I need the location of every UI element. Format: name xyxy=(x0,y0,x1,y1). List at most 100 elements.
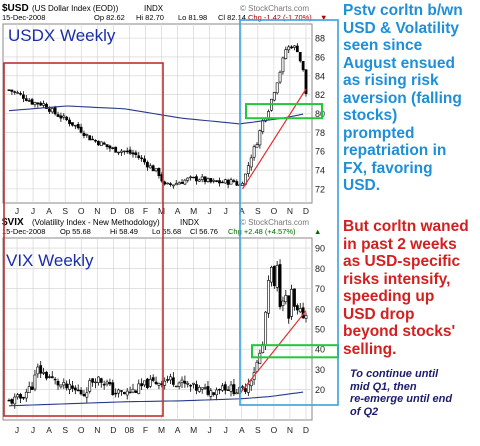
candle-body xyxy=(45,103,48,109)
candle-body xyxy=(108,382,112,385)
y-tick-label: 60 xyxy=(315,304,325,314)
candle-body xyxy=(30,386,34,390)
candle-body xyxy=(157,382,161,386)
candle-body xyxy=(304,315,308,319)
chart-high: Hi 58.49 xyxy=(110,227,138,236)
candle-body xyxy=(293,45,296,48)
x-tick-label: M xyxy=(158,425,165,435)
candle-body xyxy=(275,82,279,94)
highlight-box-recent-period xyxy=(239,19,339,406)
candle-body xyxy=(36,102,40,105)
chart-low: Lo 81.98 xyxy=(178,13,207,22)
candle-body xyxy=(10,89,14,92)
candle-body xyxy=(290,289,293,317)
candle-body xyxy=(24,98,28,101)
candle-body xyxy=(281,57,285,73)
candle-body xyxy=(114,392,118,395)
candle-body xyxy=(131,152,135,155)
candle-body xyxy=(42,103,46,106)
candle-body xyxy=(215,180,219,182)
candle-body xyxy=(73,387,77,391)
chart-change-arrow: ▼ xyxy=(320,13,327,22)
candle-body xyxy=(140,383,144,387)
candle-body xyxy=(229,179,233,185)
candle-body xyxy=(235,181,239,186)
candle-body xyxy=(111,147,115,149)
candle-body xyxy=(244,388,247,392)
x-tick-label: J xyxy=(15,206,19,216)
candle-body xyxy=(293,288,296,307)
candle-body xyxy=(56,380,60,386)
candle-body xyxy=(235,392,239,395)
y-tick-label: 80 xyxy=(315,109,325,119)
candle-body xyxy=(212,180,216,182)
candle-body xyxy=(125,150,129,153)
candle-body xyxy=(137,155,141,158)
candle-body xyxy=(304,69,308,94)
chart-change: Chg -1.42 (-1.70%) xyxy=(248,13,312,22)
candle-body xyxy=(134,390,138,393)
x-tick-label: A xyxy=(175,425,181,435)
candle-body xyxy=(154,381,158,385)
candle-body xyxy=(241,386,244,388)
candle-body xyxy=(226,389,230,391)
candle-body xyxy=(215,389,219,396)
candle-body xyxy=(197,179,201,182)
candle-body xyxy=(146,378,149,388)
candle-body xyxy=(68,383,71,390)
x-tick-label: S xyxy=(62,206,68,216)
x-tick-label: D xyxy=(110,425,116,435)
x-tick-label: S xyxy=(255,206,261,216)
candle-body xyxy=(108,145,112,149)
candle-body xyxy=(154,168,158,172)
candle-body xyxy=(140,157,144,160)
commentary-forecast-note: To continue until mid Q1, then re-emerge… xyxy=(350,368,453,418)
candle-body xyxy=(146,162,149,168)
candle-body xyxy=(117,389,120,394)
candle-body xyxy=(94,140,97,142)
candle-body xyxy=(189,176,193,179)
candle-body xyxy=(278,71,282,83)
candle-body xyxy=(76,389,80,392)
candle-body xyxy=(183,380,187,384)
candle-body xyxy=(169,376,172,381)
candle-body xyxy=(111,382,115,395)
candle-body xyxy=(71,385,74,389)
candle-body xyxy=(255,144,259,148)
candle-body xyxy=(177,182,181,185)
candle-body xyxy=(252,146,256,158)
chart-exchange: INDX xyxy=(180,218,200,227)
x-tick-label: O xyxy=(78,206,85,216)
chart-symbol: $USD xyxy=(2,3,29,14)
x-tick-label: O xyxy=(271,206,278,216)
candle-body xyxy=(96,376,100,383)
candle-body xyxy=(99,378,103,383)
y-tick-label: 72 xyxy=(315,184,325,194)
y-tick-label: 76 xyxy=(315,147,325,157)
candle-body xyxy=(258,352,262,364)
candle-body xyxy=(30,99,34,105)
highlight-box-early-period xyxy=(3,62,164,417)
candle-body xyxy=(189,385,193,387)
candle-body xyxy=(102,142,106,145)
chart-symbol: $VIX xyxy=(2,217,24,228)
chart-low: Lo 55.68 xyxy=(152,227,181,236)
y-tick-label: 88 xyxy=(315,34,325,44)
candle-body xyxy=(287,46,291,51)
candle-body xyxy=(137,383,141,394)
candle-body xyxy=(88,380,92,392)
candle-body xyxy=(287,295,291,319)
candle-body xyxy=(209,178,213,183)
candle-body xyxy=(105,381,109,385)
x-tick-label: J xyxy=(208,206,212,216)
candle-body xyxy=(27,100,31,102)
chart-open: Op 55.68 xyxy=(60,227,91,236)
candle-body xyxy=(27,386,31,394)
candle-body xyxy=(131,388,135,393)
candle-body xyxy=(128,391,132,394)
chart-instrument-name: (US Dollar Index (EOD)) xyxy=(32,4,119,13)
candle-body xyxy=(249,157,253,168)
candle-body xyxy=(220,181,224,184)
y-tick-label: 84 xyxy=(315,71,325,81)
candle-body xyxy=(85,392,89,398)
